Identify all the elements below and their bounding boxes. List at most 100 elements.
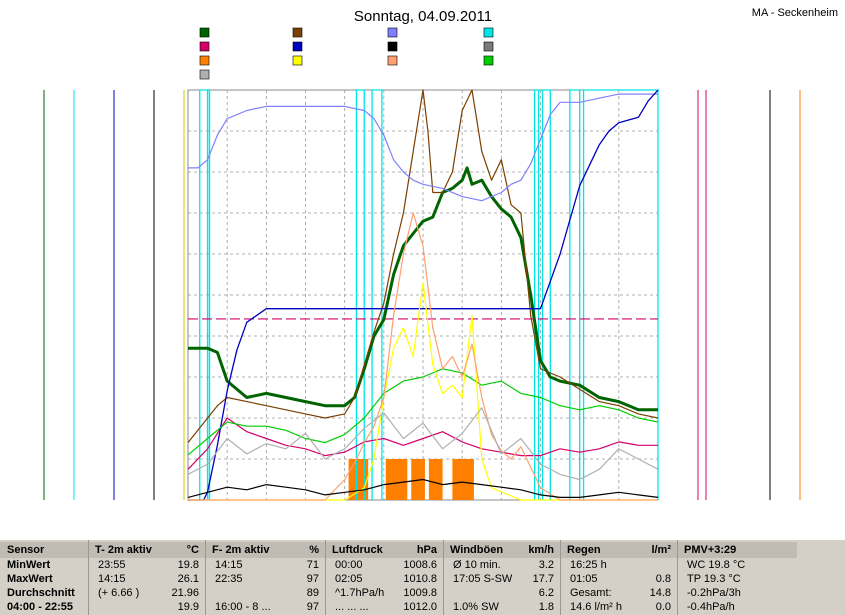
stats-column-header: Windböen km/h [443, 542, 560, 558]
stats-cell-label: 23:55 [98, 559, 126, 571]
stats-cell-value: 1012.0 [403, 601, 437, 613]
plot-area [187, 89, 659, 501]
series-line [188, 282, 658, 501]
stats-cell-value: 17.7 [532, 573, 554, 585]
stats-column-unit: hPa [416, 544, 437, 556]
stats-column-title: Sensor [7, 544, 45, 556]
legend-swatch [387, 55, 398, 66]
legend-swatch [199, 27, 210, 38]
stats-row: WC 19.8 °C [677, 559, 797, 574]
stats-cell-label: MaxWert [7, 573, 53, 585]
stats-row: 22:35 97 [205, 573, 325, 588]
legend-swatch [387, 27, 398, 38]
legend-swatch [199, 55, 210, 66]
stats-row: MaxWert [0, 573, 88, 588]
leaf-wetness-segment [371, 89, 383, 500]
stats-cell-label: (+ 6.66 ) [98, 587, 140, 599]
legend-swatch [483, 55, 494, 66]
stats-cell-label: 02:05 [335, 573, 363, 585]
stats-cell-label: 16:00 - 8 ... [215, 601, 271, 613]
series-line [188, 89, 659, 501]
series-line [187, 417, 658, 470]
stats-row: 02:05 1010.8 [325, 573, 443, 588]
stats-cell-value: 97 [306, 601, 319, 613]
stats-row: TP 19.3 °C [677, 573, 797, 588]
stats-row: 16:25 h [560, 559, 677, 574]
chart-title: Sonntag, 04.09.2011 [354, 8, 492, 25]
stats-row: 14:15 71 [205, 559, 325, 574]
legend-swatch [292, 55, 303, 66]
stats-cell-label: -0.4hPa/h [687, 601, 735, 613]
stats-column: T- 2m aktiv °C 23:55 19.8 14:15 26.1 (+ 6.66 )… [88, 540, 205, 615]
stats-column-header: Regen l/m² [560, 542, 677, 558]
stats-column-title: Luftdruck [332, 544, 383, 556]
stats-row: Gesamt: 14.8 [560, 587, 677, 602]
stats-cell-label: Ø 10 min. [453, 559, 501, 571]
stats-column-title: T- 2m aktiv [95, 544, 152, 556]
stats-column-title: PMV+3:29 [684, 544, 737, 556]
chart-axes [43, 90, 801, 500]
stats-cell-value: 0.8 [655, 573, 671, 585]
stats-separator [443, 540, 444, 615]
stats-separator [325, 540, 326, 615]
stats-cell-label: 1.0% SW [453, 601, 499, 613]
chart-legend [199, 27, 494, 80]
stats-cell-label: ... ... ... [335, 601, 369, 613]
stats-column-unit: % [309, 544, 319, 556]
stats-row: 17:05 S-SW 17.7 [443, 573, 560, 588]
stats-cell-value: 19.8 [177, 559, 199, 571]
stats-column-title: Regen [567, 544, 601, 556]
stats-cell-value: 3.2 [538, 559, 554, 571]
stats-cell-value: 1008.6 [403, 559, 437, 571]
stats-cell-label: 00:00 [335, 559, 363, 571]
stats-cell-value: 1.8 [538, 601, 554, 613]
legend-swatch [483, 27, 494, 38]
leaf-wetness-segment [569, 89, 581, 500]
stats-cell-label: 14:15 [215, 559, 243, 571]
series-line [187, 89, 659, 443]
sunshine-bar [348, 459, 369, 500]
stats-cell-value: 0.0 [655, 601, 671, 613]
legend-swatch [387, 41, 398, 52]
stats-separator [677, 540, 678, 615]
stats-column-title: Windböen [450, 544, 504, 556]
stats-row: 23:55 19.8 [88, 559, 205, 574]
legend-swatch [199, 41, 210, 52]
leaf-wetness-segment [355, 89, 365, 500]
sunshine-bar [428, 459, 443, 500]
stats-column: PMV+3:29 WC 19.8 °C TP 19.3 °C -0.2hPa/3h -0… [677, 540, 797, 615]
series-line [187, 368, 659, 456]
stats-row: -0.2hPa/3h [677, 587, 797, 602]
statistics-panel: Sensor MinWert MaxWert Durchschnitt 04:00 - … [0, 540, 845, 615]
stats-cell-value: 14.8 [649, 587, 671, 599]
stats-column-unit: l/m² [651, 544, 671, 556]
stats-cell-value: 1009.8 [403, 587, 437, 599]
legend-swatch [199, 69, 210, 80]
stats-separator [560, 540, 561, 615]
stats-cell-label: 01:05 [570, 573, 598, 585]
stats-cell-label: WC 19.8 °C [687, 559, 746, 571]
sunshine-bar [411, 459, 425, 500]
leaf-wetness-segment [541, 89, 551, 500]
sunshine-bar [452, 459, 474, 500]
stats-cell-label: -0.2hPa/3h [687, 587, 741, 599]
stats-column-header: T- 2m aktiv °C [88, 542, 205, 558]
stats-column-title: F- 2m aktiv [212, 544, 270, 556]
stats-row: 14.6 l/m² h 0.0 [560, 601, 677, 615]
series-line [188, 212, 658, 501]
stats-cell-label: TP 19.3 °C [687, 573, 741, 585]
stats-column-header: Sensor [0, 542, 88, 558]
legend-swatch [292, 27, 303, 38]
stats-column: Luftdruck hPa 00:00 1008.6 02:05 1010.8 ^1.7hP… [325, 540, 443, 615]
series-line [188, 166, 658, 412]
stats-column: F- 2m aktiv% 14:15 71 22:35 97 89 16:00 - 8 ..… [205, 540, 325, 615]
stats-row: 00:00 1008.6 [325, 559, 443, 574]
stats-cell-value: 97 [306, 573, 319, 585]
sunshine-bar [385, 459, 408, 500]
stats-row: 01:05 0.8 [560, 573, 677, 588]
stats-cell-label: 16:25 h [570, 559, 607, 571]
weather-chart: Sonntag, 04.09.2011 MA - Seckenheim [43, 7, 838, 501]
leaf-wetness-segment [206, 89, 211, 500]
stats-cell-label: 22:35 [215, 573, 243, 585]
stats-row: 16:00 - 8 ... 97 [205, 601, 325, 615]
